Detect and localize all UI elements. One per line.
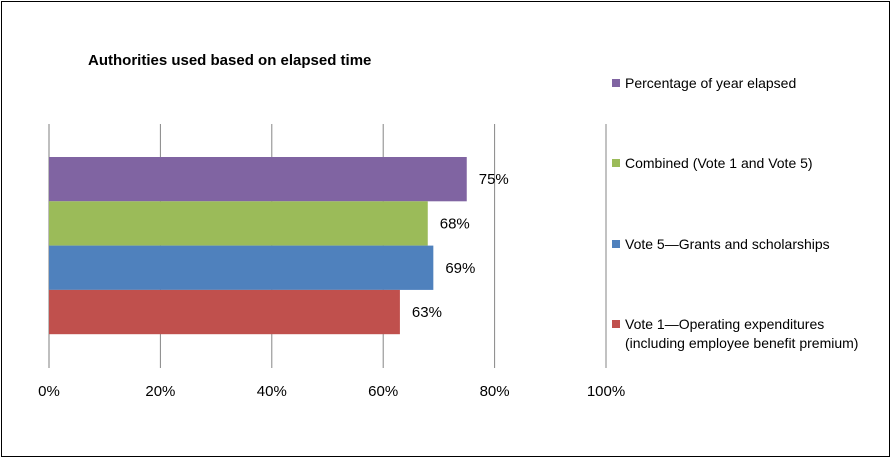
chart-title: Authorities used based on elapsed time xyxy=(88,52,372,69)
data-label: 69% xyxy=(445,260,475,277)
bar xyxy=(49,289,400,335)
x-tick-label: 80% xyxy=(480,383,510,400)
data-label: 68% xyxy=(440,215,470,232)
x-tick-label: 40% xyxy=(257,383,287,400)
legend-item: Vote 1—Operating expenditures (including… xyxy=(612,315,858,353)
legend-label: Percentage of year elapsed xyxy=(625,75,797,91)
legend-swatch xyxy=(612,240,620,248)
legend-label: Combined (Vote 1 and Vote 5) xyxy=(625,155,813,171)
legend-label: Vote 5—Grants and scholarships xyxy=(625,236,830,252)
x-tick-label: 20% xyxy=(145,383,175,400)
legend-item: Vote 5—Grants and scholarships xyxy=(612,235,830,254)
data-label: 63% xyxy=(412,304,442,321)
legend-swatch xyxy=(612,320,620,328)
legend-label: Vote 1—Operating expenditures (including… xyxy=(625,316,859,351)
x-tick-label: 100% xyxy=(587,383,625,400)
legend-swatch xyxy=(612,79,620,87)
bar xyxy=(49,245,434,290)
legend-item: Percentage of year elapsed xyxy=(612,74,796,93)
legend-item: Combined (Vote 1 and Vote 5) xyxy=(612,154,813,173)
x-tick-label: 60% xyxy=(368,383,398,400)
bar xyxy=(49,201,428,246)
x-tick-label: 0% xyxy=(38,383,60,400)
bar xyxy=(49,157,467,202)
data-label: 75% xyxy=(479,171,509,188)
legend-swatch xyxy=(612,159,620,167)
